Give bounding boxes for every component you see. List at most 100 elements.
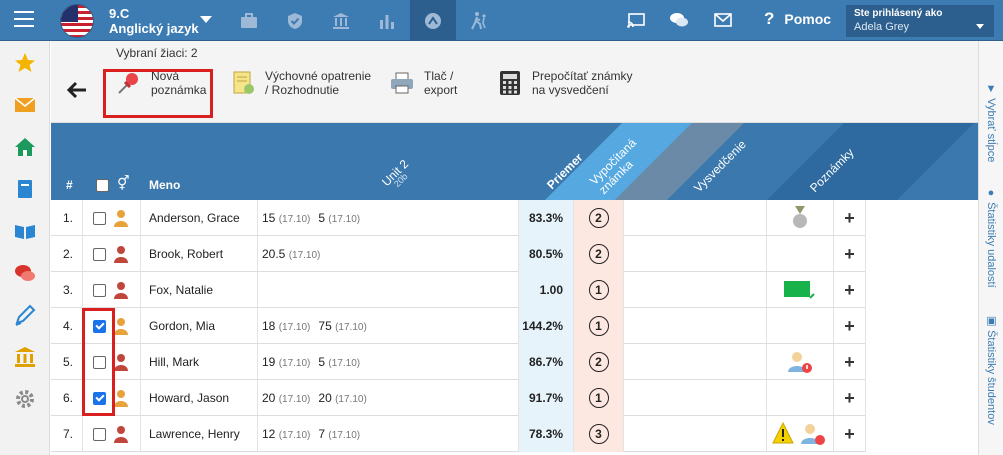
- user-menu[interactable]: Ste prihlásený ako Adela Grey: [846, 5, 994, 37]
- walking-person-icon[interactable]: [456, 0, 502, 41]
- report-card-cell[interactable]: [624, 380, 767, 416]
- student-name[interactable]: Brook, Robert: [141, 236, 258, 272]
- cast-icon[interactable]: [626, 10, 646, 30]
- educational-measure-button[interactable]: Výchovné opatrenie / Rozhodnutie: [229, 69, 371, 97]
- pen-icon[interactable]: [13, 303, 37, 327]
- shield-icon[interactable]: [272, 0, 318, 41]
- bank-icon[interactable]: [13, 345, 37, 369]
- add-note-button[interactable]: +: [834, 200, 866, 236]
- chat-icon[interactable]: [669, 10, 689, 30]
- mark[interactable]: 5 (17.10): [318, 211, 361, 225]
- student-name[interactable]: Anderson, Grace: [141, 200, 258, 236]
- mark[interactable]: 15 (17.10): [262, 211, 311, 225]
- table-row: 2. Brook, Robert 20.5 (17.10) 80.5% + 2: [51, 236, 866, 272]
- mark[interactable]: 7 (17.10): [318, 427, 361, 441]
- mark[interactable]: 20.5 (17.10): [262, 247, 321, 261]
- student-icon: [114, 210, 128, 227]
- back-arrow-icon[interactable]: [65, 78, 89, 102]
- left-sidebar: [0, 41, 50, 455]
- green-note-icon[interactable]: [783, 278, 817, 302]
- row-checkbox[interactable]: [93, 391, 106, 405]
- student-name[interactable]: Fox, Natalie: [141, 272, 258, 308]
- class-selector[interactable]: 9.C Anglický jazyk: [109, 6, 199, 36]
- table-row: 7. Lawrence, Henry 12 (17.10) 7 (17.10) 7…: [51, 416, 866, 452]
- graduation-icon[interactable]: [410, 0, 456, 41]
- row-checkbox[interactable]: [93, 427, 106, 441]
- event-stats-link[interactable]: ● Štatistiky udalostí: [985, 187, 997, 288]
- student-name[interactable]: Gordon, Mia: [141, 308, 258, 344]
- add-note-button[interactable]: +: [834, 344, 866, 380]
- unit-marks[interactable]: 12 (17.10) 7 (17.10): [258, 416, 519, 452]
- chevron-down-icon[interactable]: [200, 16, 212, 23]
- row-checkbox[interactable]: [93, 247, 106, 261]
- gear-icon[interactable]: [13, 387, 37, 411]
- student-name[interactable]: Hill, Mark: [141, 344, 258, 380]
- select-columns-link[interactable]: ▼ Vybrať stĺpce: [985, 83, 997, 163]
- average-value: 78.3%: [519, 416, 574, 452]
- unit-marks[interactable]: [258, 272, 519, 308]
- unit-marks[interactable]: 19 (17.10) 5 (17.10): [258, 344, 519, 380]
- grade-badge[interactable]: 1: [588, 280, 609, 300]
- add-note-button[interactable]: +: [834, 272, 866, 308]
- report-card-cell[interactable]: [624, 416, 767, 452]
- mark[interactable]: 19 (17.10): [262, 355, 311, 369]
- us-flag-icon[interactable]: [60, 4, 94, 38]
- notes-cell: [767, 344, 834, 380]
- open-book-icon[interactable]: [13, 219, 37, 243]
- mark[interactable]: 12 (17.10): [262, 427, 311, 441]
- student-name[interactable]: Lawrence, Henry: [141, 416, 258, 452]
- unit-marks[interactable]: 18 (17.10) 75 (17.10): [258, 308, 519, 344]
- briefcase-icon[interactable]: [226, 0, 272, 41]
- row-checkbox[interactable]: [93, 283, 106, 297]
- report-card-cell[interactable]: [624, 200, 767, 236]
- grade-badge[interactable]: 1: [588, 388, 609, 408]
- report-card-cell[interactable]: [624, 308, 767, 344]
- grade-badge[interactable]: 1: [588, 316, 609, 336]
- add-note-button[interactable]: +: [834, 236, 866, 272]
- student-name[interactable]: Howard, Jason: [141, 380, 258, 416]
- report-card-cell[interactable]: [624, 344, 767, 380]
- star-icon[interactable]: [13, 51, 37, 75]
- row-checkbox[interactable]: [93, 319, 106, 333]
- mark[interactable]: 20 (17.10): [262, 391, 311, 405]
- mail-icon[interactable]: [713, 10, 733, 30]
- home-icon[interactable]: [13, 135, 37, 159]
- grade-badge[interactable]: 3: [588, 424, 609, 444]
- institution-icon[interactable]: [318, 0, 364, 41]
- grade-badge[interactable]: 2: [588, 352, 609, 372]
- row-checkbox[interactable]: [93, 355, 106, 369]
- question-icon: ?: [764, 9, 775, 28]
- add-note-button[interactable]: +: [834, 308, 866, 344]
- mark[interactable]: 18 (17.10): [262, 319, 311, 333]
- grade-badge[interactable]: 2: [588, 208, 609, 228]
- average-value: 1.00: [519, 272, 574, 308]
- mark[interactable]: 75 (17.10): [318, 319, 367, 333]
- educational-measure-label: Výchovné opatrenie / Rozhodnutie: [265, 69, 372, 97]
- user-alert-icon[interactable]: [787, 349, 813, 375]
- grade-badge[interactable]: 2: [588, 244, 609, 264]
- report-card-cell[interactable]: [624, 236, 767, 272]
- print-export-button[interactable]: Tlač / export: [388, 69, 457, 97]
- add-note-button[interactable]: +: [834, 416, 866, 452]
- select-all-checkbox[interactable]: [96, 179, 109, 195]
- new-note-button[interactable]: Nová poznámka: [115, 69, 206, 97]
- recalculate-grades-button[interactable]: Prepočítať známky na vysvedčení: [496, 69, 633, 97]
- bar-chart-icon[interactable]: [364, 0, 410, 41]
- mark[interactable]: 5 (17.10): [318, 355, 361, 369]
- envelope-icon[interactable]: [13, 93, 37, 117]
- student-icon: [114, 282, 128, 299]
- report-card-cell[interactable]: [624, 272, 767, 308]
- add-note-button[interactable]: +: [834, 380, 866, 416]
- medal-icon[interactable]: [791, 206, 809, 230]
- row-checkbox[interactable]: [93, 211, 106, 225]
- unit-marks[interactable]: 20 (17.10) 20 (17.10): [258, 380, 519, 416]
- messages-icon[interactable]: [13, 261, 37, 285]
- student-stats-link[interactable]: ▣ Štatistiky študentov: [985, 314, 997, 425]
- mark[interactable]: 20 (17.10): [318, 391, 367, 405]
- menu-icon[interactable]: [14, 11, 34, 27]
- unit-marks[interactable]: 15 (17.10) 5 (17.10): [258, 200, 519, 236]
- warning-user-icon[interactable]: [772, 421, 828, 447]
- help-link[interactable]: ? Pomoc: [764, 9, 831, 29]
- unit-marks[interactable]: 20.5 (17.10): [258, 236, 519, 272]
- notebook-icon[interactable]: [13, 177, 37, 201]
